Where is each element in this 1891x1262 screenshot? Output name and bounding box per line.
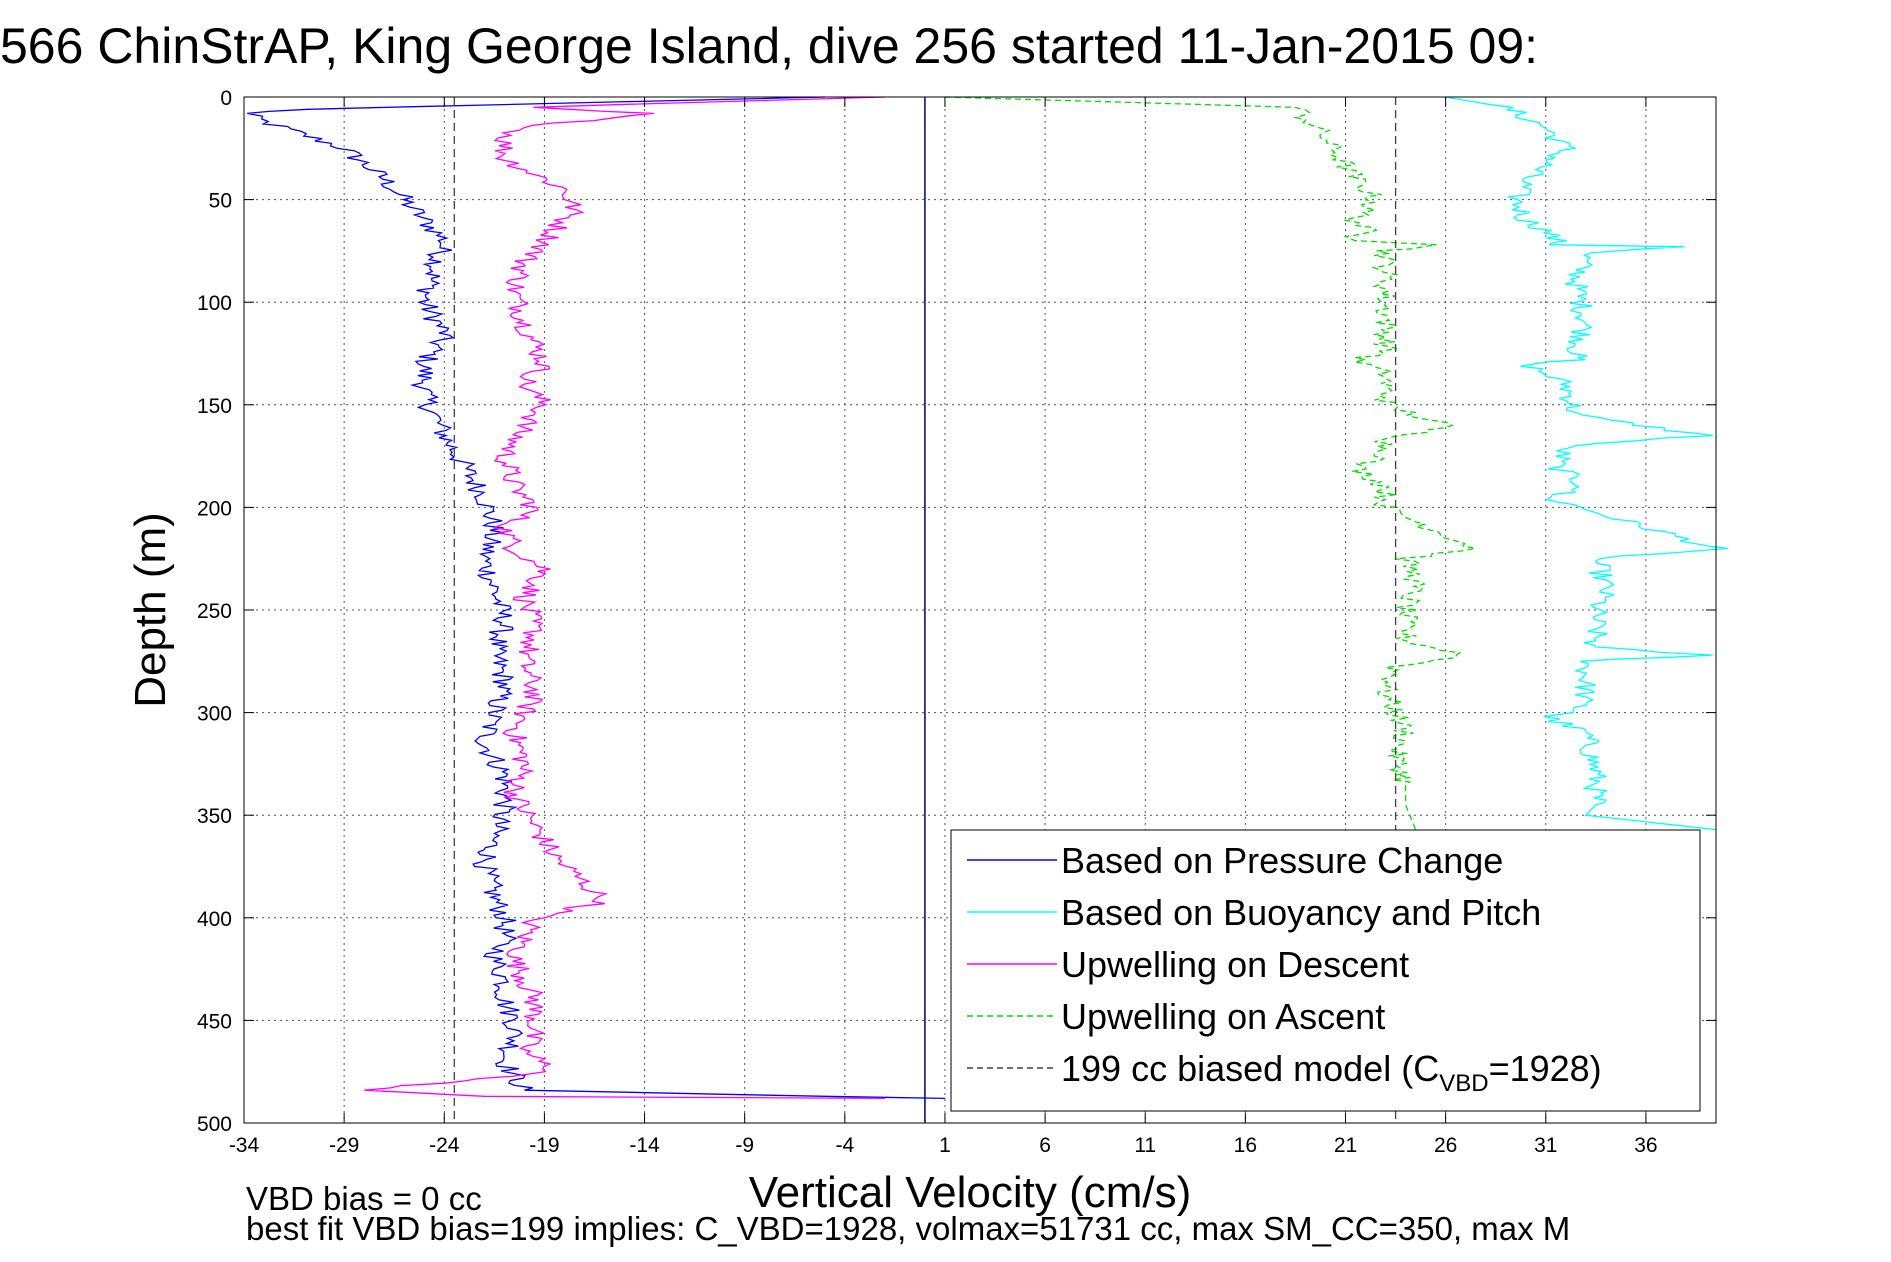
x-tick-label: 6	[1039, 1134, 1051, 1157]
y-tick-label: 250	[197, 600, 232, 623]
x-tick-label: -29	[329, 1134, 359, 1157]
y-tick-label: 350	[197, 805, 232, 828]
legend-entry: Upwelling on Ascent	[1061, 996, 1385, 1037]
legend-entry: Upwelling on Descent	[1061, 944, 1409, 985]
series-line-upwelling-on-ascent-3	[944, 96, 1476, 830]
y-tick-label: 450	[197, 1010, 232, 1033]
y-tick-label: 400	[197, 908, 232, 931]
series-line-upwelling-on-descent-2	[364, 96, 885, 1100]
y-tick-label: 150	[197, 395, 232, 418]
x-tick-label: -9	[735, 1134, 754, 1157]
y-axis-label: Depth (m)	[126, 512, 175, 708]
x-tick-label: 31	[1534, 1134, 1557, 1157]
x-ticks: -34 -29 -24 -19 -14 -9 -4 1 6 11 16 21 26 31 36	[229, 97, 1658, 1157]
y-tick-label: 0	[220, 87, 232, 110]
legend-entry: Based on Buoyancy and Pitch	[1061, 892, 1541, 933]
chart-title: 566 ChinStrAP, King George Island, dive …	[0, 18, 1538, 74]
x-tick-label: -4	[835, 1134, 854, 1157]
series-line-based-on-pressure-change-0	[247, 96, 946, 1100]
legend-entry: Based on Pressure Change	[1061, 840, 1503, 881]
series-layer	[247, 96, 1728, 1123]
y-tick-label: 300	[197, 703, 232, 726]
y-tick-label: 500	[197, 1113, 232, 1136]
y-tick-label: 200	[197, 497, 232, 520]
x-tick-label: -24	[429, 1134, 460, 1157]
vbd-bias-note: VBD bias = 0 cc	[246, 1180, 482, 1217]
x-tick-label: -19	[529, 1134, 559, 1157]
legend-entry: 199 cc biased model (CVBD=1928)	[1061, 1048, 1602, 1097]
x-tick-label: 1	[939, 1134, 951, 1157]
y-tick-label: 100	[197, 292, 232, 315]
legend-box	[950, 829, 1701, 1112]
x-tick-label: -14	[629, 1134, 660, 1157]
series-line-based-on-buoyancy-and-pitch-1	[1445, 96, 1728, 831]
x-tick-label: 11	[1134, 1134, 1156, 1157]
x-tick-label: 16	[1234, 1134, 1257, 1157]
y-ticks: 0 50 100 150 200 250 300 350 400 450 500	[197, 87, 1716, 1136]
y-tick-label: 50	[209, 190, 232, 213]
best-fit-note: best fit VBD bias=199 implies: C_VBD=192…	[246, 1210, 1570, 1247]
legend: Based on Pressure Change Based on Buoyanc…	[950, 829, 1701, 1112]
x-tick-label: 21	[1334, 1134, 1357, 1157]
x-tick-label: 36	[1634, 1134, 1657, 1157]
x-tick-label: 26	[1434, 1134, 1457, 1157]
x-axis-label: Vertical Velocity (cm/s)	[749, 1168, 1192, 1217]
x-tick-label: -34	[229, 1134, 260, 1157]
